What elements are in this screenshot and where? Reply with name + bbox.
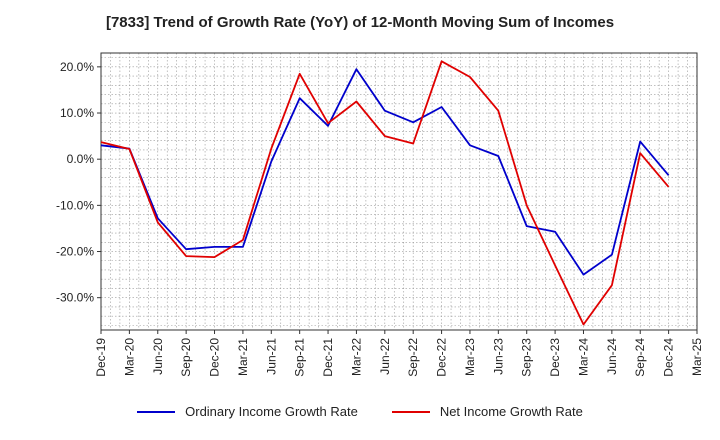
net-income-growth-line [100, 60, 670, 326]
x-tick-label: Dec-24 [662, 338, 676, 377]
x-tick-label: Sep-20 [179, 338, 193, 377]
x-tick-label: Dec-22 [435, 338, 449, 377]
x-tick-label: Dec-21 [321, 338, 335, 377]
legend-item-net-income: Net Income Growth Rate [391, 404, 583, 419]
x-tick-label: Jun-24 [605, 338, 619, 375]
ordinary-income-growth-line [100, 68, 670, 276]
legend-label-ordinary-income: Ordinary Income Growth Rate [185, 404, 358, 419]
x-axis: Dec-19 Mar-20 Jun-20 Sep-20 Dec-20 Mar-21 Jun-… [94, 330, 704, 377]
x-tick-label: Mar-25 [690, 338, 704, 376]
legend-swatch-net-income [391, 410, 430, 413]
y-axis: 20.0% 10.0% 0.0% -10.0% -20.0% -30.0% [56, 60, 101, 305]
plot-frame [100, 52, 698, 331]
chart-title: [7833] Trend of Growth Rate (YoY) of 12-… [105, 14, 615, 31]
series-layer [100, 60, 670, 326]
x-tick-label: Dec-19 [94, 338, 108, 377]
x-tick-label: Sep-23 [520, 338, 534, 377]
x-tick-label: Mar-20 [122, 338, 136, 376]
x-tick-label: Mar-23 [463, 338, 477, 376]
legend-label-net-income: Net Income Growth Rate [439, 404, 583, 419]
x-tick-label: Jun-21 [264, 338, 278, 375]
x-tick-label: Sep-24 [633, 338, 647, 377]
y-tick-label: 20.0% [60, 60, 94, 74]
x-tick-label: Jun-23 [491, 338, 505, 375]
x-tick-label: Mar-22 [349, 338, 363, 376]
x-tick-label: Sep-22 [406, 338, 420, 377]
x-tick-label: Sep-21 [293, 338, 307, 377]
y-tick-label: -10.0% [56, 198, 94, 212]
y-tick-label: 0.0% [67, 152, 95, 166]
x-tick-label: Mar-24 [576, 338, 590, 376]
y-tick-label: -30.0% [56, 291, 94, 305]
x-tick-label: Dec-23 [548, 338, 562, 377]
legend-swatch-ordinary-income [137, 410, 176, 413]
legend-item-ordinary-income: Ordinary Income Growth Rate [137, 404, 358, 419]
legend: Ordinary Income Growth Rate Net Income G… [0, 404, 720, 419]
x-tick-label: Dec-20 [208, 338, 222, 377]
y-tick-label: 10.0% [60, 106, 94, 120]
x-tick-label: Mar-21 [236, 338, 250, 376]
y-tick-label: -20.0% [56, 245, 94, 259]
x-tick-label: Jun-20 [151, 338, 165, 375]
grid [101, 53, 697, 330]
x-tick-label: Jun-22 [378, 338, 392, 375]
